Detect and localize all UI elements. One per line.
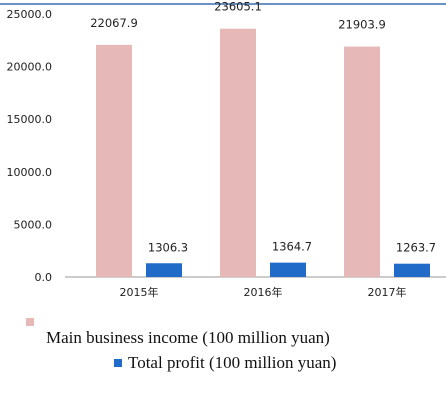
bar-income-1	[96, 44, 132, 278]
y-tick-label: 15000.0	[7, 113, 53, 126]
y-tick-label: 0.0	[35, 271, 53, 284]
bar-income-3	[344, 46, 380, 278]
x-tick-label: 2016年	[244, 285, 283, 299]
bar-profit-2	[270, 262, 306, 277]
y-axis: 25000.0 20000.0 15000.0 10000.0 5000.0 0.0	[7, 8, 53, 284]
data-label-income-3: 21903.9	[338, 18, 386, 32]
y-tick-label: 10000.0	[7, 166, 53, 179]
y-tick-label: 20000.0	[7, 61, 53, 74]
bar-income-2	[220, 28, 256, 278]
data-label-profit-3: 1263.7	[396, 241, 436, 255]
data-label-income-2: 23605.1	[214, 0, 262, 14]
bar-profit-3	[394, 263, 430, 277]
y-tick-label: 25000.0	[7, 8, 53, 21]
data-label-profit-2: 1364.7	[272, 240, 312, 254]
x-tick-label: 2017年	[368, 285, 407, 299]
legend-label-profit: Total profit (100 million yuan)	[128, 353, 337, 372]
x-tick-label: 2015年	[120, 285, 159, 299]
data-label-income-1: 22067.9	[90, 16, 138, 30]
bar-profit-1	[146, 263, 182, 277]
data-label-profit-1: 1306.3	[148, 240, 188, 254]
legend-label-income: Main business income (100 million yuan)	[46, 328, 330, 347]
legend-swatch-income	[26, 318, 34, 326]
y-tick-label: 5000.0	[14, 218, 53, 231]
legend-swatch-profit	[114, 359, 122, 367]
data-labels-group: 22067.9 1306.3 23605.1 1364.7 21903.9 1263.7	[90, 0, 436, 255]
x-axis: 2015年 2016年 2017年	[120, 285, 407, 299]
bar-chart: 25000.0 20000.0 15000.0 10000.0 5000.0 0.0 22…	[0, 0, 446, 299]
bars-group	[96, 28, 430, 278]
